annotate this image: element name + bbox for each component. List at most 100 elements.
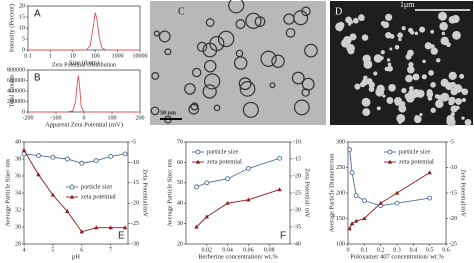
x-tick-label: 0.6 bbox=[442, 247, 450, 253]
x-axis-label: Size (d.nm) bbox=[69, 59, 99, 66]
tem-particle bbox=[150, 106, 160, 116]
y2-axis-label: Zeta Potential/mV bbox=[460, 169, 467, 217]
x-tick-label: 4 bbox=[23, 247, 26, 253]
sem-particle bbox=[434, 94, 440, 99]
tem-particle bbox=[151, 71, 160, 80]
y-tick-label: 300 bbox=[336, 139, 345, 145]
sem-particle bbox=[347, 47, 355, 55]
tem-particle bbox=[235, 19, 246, 30]
y-tick-label: 0 bbox=[22, 109, 25, 115]
point bbox=[94, 225, 99, 230]
point bbox=[362, 216, 367, 221]
y2-tick-label: -15 bbox=[131, 180, 139, 186]
sem-particle bbox=[450, 87, 458, 96]
sem-particle bbox=[387, 62, 392, 67]
tem-particle bbox=[203, 59, 217, 73]
sem-particle bbox=[430, 82, 436, 88]
x-axis-label: pH bbox=[72, 253, 80, 260]
tem-particle bbox=[196, 41, 208, 53]
x-tick-label: 0.04 bbox=[222, 247, 233, 253]
y2-tick-label: -10 bbox=[131, 160, 139, 166]
sem-particle bbox=[454, 31, 459, 36]
x-tick-label: 7 bbox=[109, 247, 112, 253]
sem-particle bbox=[412, 73, 420, 81]
y-tick-label: 36 bbox=[15, 173, 21, 179]
scale-label: 50 nm bbox=[160, 110, 176, 116]
series-line bbox=[28, 12, 140, 51]
sem-particle bbox=[398, 104, 407, 113]
y-tick-label: 30 bbox=[15, 224, 21, 230]
sem-particle bbox=[404, 93, 411, 100]
legend-label: zeta potential bbox=[399, 158, 434, 165]
point bbox=[50, 192, 56, 197]
legend-marker bbox=[195, 159, 201, 164]
sem-particle bbox=[422, 59, 426, 64]
panel-label: F bbox=[280, 231, 286, 242]
tem-particle bbox=[301, 88, 310, 97]
y-axis-label: Average Particle Size/ nm bbox=[166, 159, 173, 227]
tem-particle bbox=[217, 30, 235, 48]
sem-particle bbox=[464, 118, 472, 126]
sem-particle bbox=[448, 71, 457, 80]
x-axis-label: Berberine concentration/ wt.% bbox=[198, 253, 278, 260]
y-tick-label: 100 bbox=[336, 241, 345, 247]
legend-label: zeta potential bbox=[81, 193, 116, 200]
x-tick-label: 0.5 bbox=[426, 247, 434, 253]
panel-label: D bbox=[335, 6, 342, 17]
tem-particle bbox=[293, 99, 310, 116]
y-tick-label: 250 bbox=[336, 165, 345, 171]
sem-particle bbox=[349, 20, 354, 24]
point bbox=[108, 225, 113, 230]
y2-tick-label: -10 bbox=[293, 139, 301, 145]
point bbox=[394, 200, 400, 206]
panel-label: B bbox=[34, 73, 41, 84]
sem-particle bbox=[430, 107, 436, 113]
point bbox=[353, 193, 359, 199]
sem-particle bbox=[384, 66, 390, 72]
x-tick-label: 6 bbox=[80, 247, 83, 253]
point bbox=[347, 226, 352, 231]
particles bbox=[150, 0, 472, 127]
sem-particle bbox=[363, 59, 373, 69]
sem-particle bbox=[397, 32, 403, 39]
y-tick-label: 5 bbox=[22, 36, 25, 42]
y-tick-label: 800000 bbox=[7, 67, 25, 73]
x-tick-label: 0.1 bbox=[361, 247, 369, 253]
y-tick-label: 200 bbox=[336, 190, 345, 196]
sem-particle bbox=[430, 47, 438, 55]
point bbox=[50, 154, 56, 160]
y2-tick-label: -15 bbox=[449, 190, 457, 196]
sem-particle bbox=[385, 13, 393, 21]
tem-particle bbox=[202, 84, 217, 99]
sem-particle bbox=[440, 78, 449, 87]
point bbox=[378, 200, 383, 205]
sem-particle bbox=[380, 50, 385, 55]
y2-tick-label: -15 bbox=[293, 156, 301, 162]
sem-particle bbox=[382, 21, 390, 29]
y2-tick-label: -20 bbox=[293, 173, 301, 179]
sem-particle bbox=[380, 56, 384, 60]
point bbox=[21, 147, 27, 152]
point bbox=[36, 172, 41, 177]
y-tick-label: 10 bbox=[19, 25, 25, 31]
y2-tick-label: -35 bbox=[293, 224, 301, 230]
sem-particle bbox=[382, 94, 386, 98]
tem-particle bbox=[202, 42, 218, 58]
point bbox=[225, 176, 231, 182]
y-tick-label: 0 bbox=[22, 47, 25, 53]
plot-frame bbox=[185, 141, 291, 245]
y-tick-label: 38 bbox=[15, 156, 21, 162]
panel-label: A bbox=[34, 9, 41, 20]
sem-particle bbox=[341, 38, 350, 48]
x-tick-label: 0.1 bbox=[24, 53, 32, 59]
chart-title: Zeta Potential Distribution bbox=[52, 62, 116, 68]
point bbox=[65, 209, 70, 213]
x-tick-label: 10000 bbox=[133, 53, 148, 59]
sem-particle bbox=[459, 73, 465, 79]
point bbox=[349, 221, 355, 226]
x-tick-label: 0 bbox=[347, 247, 350, 253]
x-tick-label: -100 bbox=[51, 115, 62, 121]
sem-particle bbox=[413, 115, 422, 124]
point bbox=[277, 187, 282, 192]
